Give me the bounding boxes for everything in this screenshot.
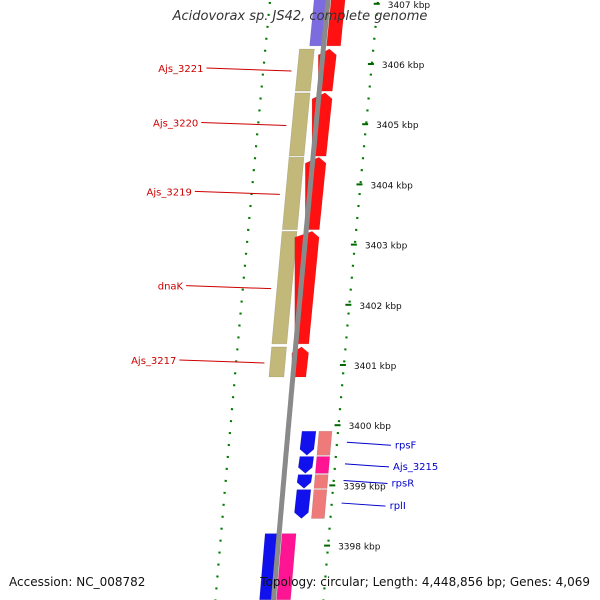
gene-label-rplI: rplI (390, 501, 406, 512)
scale-label-3399: 3399 kbp (343, 482, 386, 492)
gene-label-Ajs_3219: Ajs_3219 (147, 187, 192, 198)
gene-arrow-Ajs_3215 (297, 456, 315, 474)
gene-label-Ajs_3221: Ajs_3221 (158, 64, 203, 75)
scale-label-3407: 3407 kbp (388, 1, 431, 11)
gene-block-tan-Ajs_3219 (281, 157, 305, 230)
scale-label-3400: 3400 kbp (349, 422, 392, 432)
scale-label-3398: 3398 kbp (338, 543, 381, 553)
left-dotted-line (214, 0, 272, 600)
partial-feature-1 (326, 0, 346, 47)
genes-label: Genes: (509, 575, 552, 589)
gene-arrow-rpsF (299, 430, 317, 456)
scale-ticks: 3407 kbp 3406 kbp 3405 kbp 3404 kbp 3403 kbp… (324, 1, 430, 553)
length-value: 4,448,856 bp (421, 575, 502, 589)
genes-value: 4,069 (555, 575, 590, 589)
scale-label-3401: 3401 kbp (354, 362, 397, 372)
scale-label-3402: 3402 kbp (359, 302, 402, 312)
gene-block-rplI (311, 489, 328, 519)
gene-label-rpsR: rpsR (392, 478, 415, 489)
gene-block-tan-Ajs_3221 (294, 48, 315, 92)
accession-value: NC_008782 (76, 575, 146, 589)
gene-block-rpsF (316, 430, 333, 456)
gene-block-Ajs_3215 (314, 456, 331, 474)
gene-leader-dnaK (186, 285, 272, 290)
scale-label-3406: 3406 kbp (382, 61, 425, 71)
accession-label: Accession: (9, 575, 73, 589)
gene-arrow-rpsR (296, 474, 313, 489)
gene-labels: Ajs_3221 Ajs_3220 Ajs_3219 dnaK Ajs_3217 rpsF… (131, 64, 438, 512)
gene-label-Ajs_3217: Ajs_3217 (131, 356, 176, 367)
backbone-line (270, 0, 331, 600)
gene-leader-rplI (341, 502, 386, 507)
gene-label-rpsF: rpsF (395, 440, 417, 451)
gene-block-tan-Ajs_3217 (268, 346, 287, 378)
gene-leader-Ajs_3220 (201, 122, 287, 127)
gene-label-dnaK: dnaK (158, 282, 184, 293)
gene-label-Ajs_3215: Ajs_3215 (393, 462, 438, 473)
scale-label-3404: 3404 kbp (370, 181, 413, 191)
gene-leader-Ajs_3219 (194, 190, 280, 195)
scale-label-3403: 3403 kbp (365, 242, 408, 252)
gene-block-rpsR (313, 474, 329, 489)
accession-info: Accession: NC_008782 (9, 575, 145, 589)
gene-leader-Ajs_3221 (206, 67, 292, 72)
gene-leader-rpsR (343, 479, 388, 484)
topology-label: Topology: (260, 575, 317, 589)
topology-value: circular (320, 575, 365, 589)
gene-block-tan-dnaK (271, 231, 298, 345)
gene-leader-Ajs_3215 (344, 463, 390, 468)
gene-block-tan-Ajs_3220 (288, 92, 311, 157)
scale-label-3405: 3405 kbp (376, 121, 419, 131)
gene-arrow-dnaK (294, 231, 320, 345)
gene-leader-Ajs_3217 (179, 359, 265, 364)
length-label: Length: (372, 575, 419, 589)
gene-leader-rpsF (346, 441, 391, 446)
backbone-arc (270, 0, 331, 600)
gene-features (259, 0, 346, 600)
genome-summary: Topology: circular; Length: 4,448,856 bp… (260, 575, 590, 589)
gene-label-Ajs_3220: Ajs_3220 (153, 119, 198, 130)
gene-arrow-rplI (294, 489, 312, 519)
map-title: Acidovorax sp. JS42, complete genome (172, 9, 428, 24)
